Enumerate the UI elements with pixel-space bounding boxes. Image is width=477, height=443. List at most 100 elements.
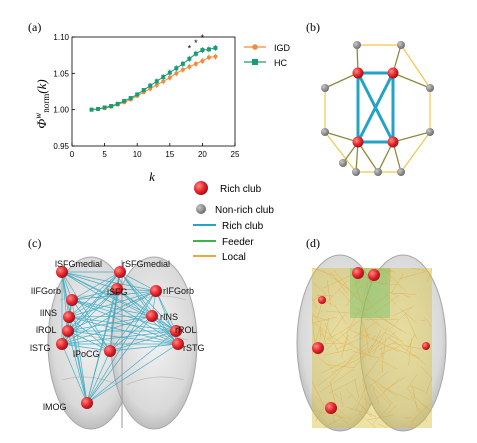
rich-club-node — [422, 342, 430, 350]
local-edge — [388, 337, 418, 359]
local-edge — [311, 316, 337, 324]
local-edge — [389, 330, 408, 348]
rich-club-edge — [61, 271, 153, 317]
local-edge — [411, 267, 425, 271]
significance-marker: * — [194, 38, 198, 48]
rich-club-node — [368, 269, 380, 281]
rich-club-edge — [61, 330, 177, 345]
rich-club-node — [62, 325, 74, 337]
rich-club-edge — [109, 330, 177, 352]
rich-club-edge — [116, 288, 157, 292]
label-rINS: rINS — [160, 312, 178, 322]
rich-club-node — [387, 136, 399, 148]
local-edge — [360, 405, 377, 419]
local-edge — [387, 306, 412, 332]
rich-club-edge — [71, 299, 111, 352]
local-edge — [426, 267, 433, 283]
rich-club-edge — [68, 316, 111, 352]
rich-club-node — [150, 285, 162, 297]
local-edge — [371, 404, 392, 425]
rich-club-edge — [71, 288, 118, 301]
local-edge — [368, 294, 389, 310]
label-lINS: lINS — [40, 308, 57, 318]
local-edge — [321, 269, 349, 290]
x-tick-label: 20 — [198, 150, 207, 159]
non-rich-node — [426, 84, 434, 92]
local-edge — [325, 310, 361, 315]
local-edge — [364, 373, 398, 397]
rich-club-node — [170, 325, 182, 337]
rich-club-edge — [86, 315, 153, 404]
non-rich-node — [397, 41, 405, 49]
y-axis-label: Φwnorm(k) — [33, 79, 51, 128]
local-edge — [345, 284, 363, 307]
local-edge — [381, 386, 410, 401]
rich-club-edge — [61, 271, 88, 404]
local-edge — [425, 377, 433, 394]
local-edge — [353, 338, 383, 368]
rich-club-edge — [109, 343, 179, 352]
label-lSTG: lSTG — [30, 343, 51, 353]
y-axis-label-main: Φ — [34, 119, 49, 129]
point-hc — [122, 98, 127, 103]
rich-club-edge — [61, 271, 111, 352]
local-edge — [407, 388, 427, 409]
legend-igd: IGD — [274, 43, 291, 53]
local-edge — [346, 407, 376, 417]
local-edge — [421, 403, 433, 412]
local-edge — [311, 267, 335, 277]
chart-a: 0 5 10 15 20 250.951.001.051.10 *** — [53, 33, 240, 159]
point-hc — [102, 105, 107, 110]
local-edge — [324, 416, 343, 429]
local-edge — [326, 314, 346, 341]
rich-club-edge — [68, 288, 118, 318]
label-rIFGorb: rIFGorb — [163, 286, 194, 296]
point-hc — [154, 79, 159, 84]
point-hc — [109, 104, 114, 109]
local-edge — [329, 354, 355, 384]
rich-club-node — [352, 267, 364, 279]
local-edge — [346, 308, 360, 335]
point-hc — [193, 51, 198, 56]
rich-club-node — [66, 294, 78, 306]
rich-club-edge — [61, 315, 153, 345]
rich-club-edge — [68, 316, 177, 332]
y-tick-label: 0.95 — [53, 142, 69, 151]
panel-label-b: (b) — [306, 20, 320, 34]
local-edge — [342, 333, 349, 351]
x-axis-label: k — [149, 169, 155, 184]
rich-club-edge — [86, 343, 179, 404]
non-rich-node — [352, 168, 360, 176]
point-hc — [180, 61, 185, 66]
local-edge — [367, 331, 396, 356]
point-hc — [161, 74, 166, 79]
rich-club-node — [352, 136, 364, 148]
local-edge — [386, 404, 398, 415]
series-line-hc — [91, 47, 216, 111]
local-edge — [392, 293, 397, 295]
local-edge — [363, 341, 376, 356]
label-lPoCG: lPoCG — [73, 349, 100, 359]
point-hc — [200, 48, 205, 53]
local-edge — [392, 306, 414, 317]
local-edge — [360, 282, 368, 313]
rich-club-edge — [67, 315, 153, 332]
panel-label-d: (d) — [306, 236, 320, 250]
rich-club-edge — [151, 315, 179, 345]
label-rSTG: rSTG — [183, 343, 205, 353]
local-edge — [383, 292, 397, 305]
local-edge — [340, 334, 350, 358]
local-edge — [311, 281, 325, 293]
local-edge — [361, 396, 366, 401]
y-tick-label: 1.00 — [53, 106, 69, 115]
local-edge — [311, 315, 329, 322]
local-edge — [405, 313, 418, 339]
network-diagram — [321, 41, 434, 176]
local-edge — [366, 371, 389, 390]
rich-club-node — [111, 283, 123, 295]
point-hc — [128, 96, 133, 101]
local-edge — [410, 395, 428, 423]
local-edge — [326, 364, 355, 368]
local-edge — [379, 315, 402, 332]
